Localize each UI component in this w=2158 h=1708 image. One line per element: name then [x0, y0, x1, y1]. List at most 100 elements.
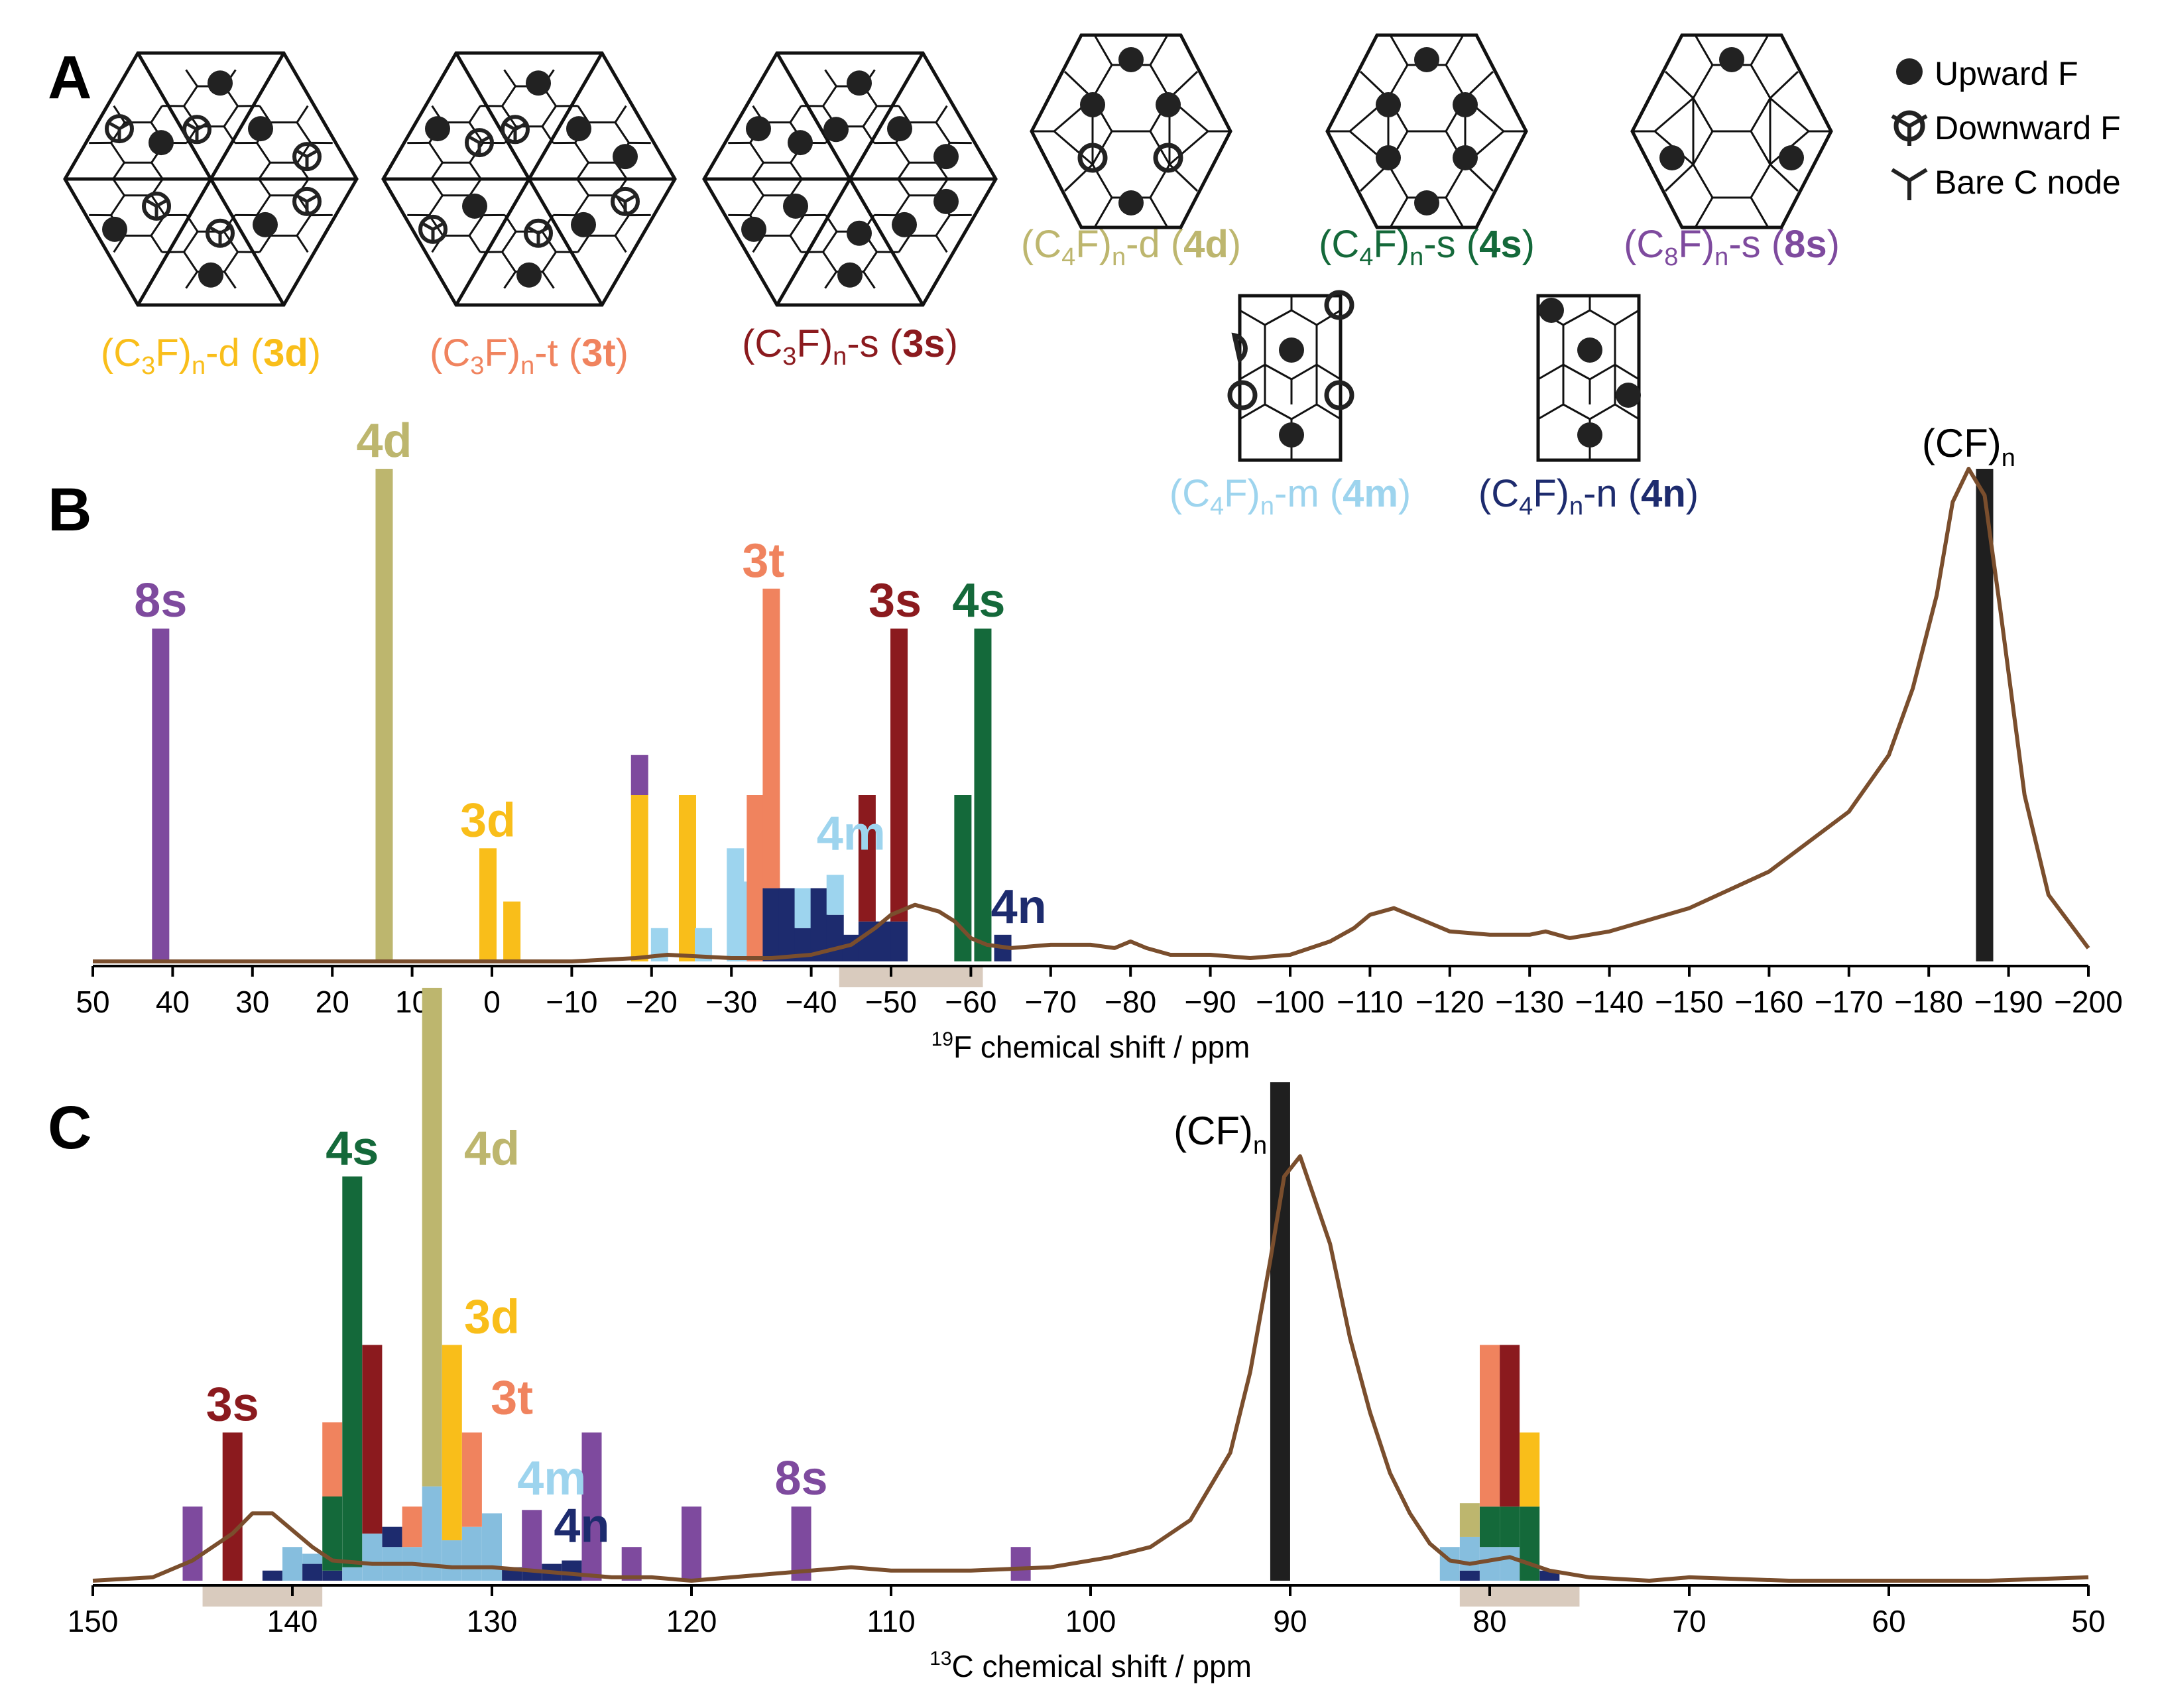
f-markers-3t [418, 70, 640, 288]
caption-3s-sub1: 3 [782, 343, 796, 371]
bar-4d-4n [1459, 1570, 1480, 1581]
bar-label-4n: 4n [554, 1499, 609, 1552]
bar-3t-4s [1480, 1506, 1500, 1548]
x-tick-label: −90 [1185, 985, 1236, 1019]
bar-3s-3s [890, 629, 908, 922]
bar-8s-4n [522, 1570, 542, 1581]
x-tick-label: 50 [2071, 1604, 2105, 1638]
x-tick-label: 120 [666, 1604, 717, 1638]
caption-3d-close: ) [308, 332, 321, 375]
x-tick-label: −170 [1815, 985, 1884, 1019]
x-tick-label: 20 [316, 985, 349, 1019]
caption-8s-sub2: n [1714, 243, 1728, 271]
bar-3d-4m_stack [442, 1540, 462, 1581]
caption-4d: (C4F)n-d (4d) [1021, 223, 1241, 271]
x-tick-label: −50 [865, 985, 917, 1019]
caption-8s-close: ) [1827, 223, 1840, 266]
bar-3d-3d [630, 795, 648, 961]
bar-3d-8s [630, 755, 648, 795]
caption-3d-bold: 3d [263, 332, 308, 375]
bar-4m-3t [402, 1506, 422, 1548]
bar-4d-4d [1459, 1503, 1480, 1537]
caption-4n-mid: F) [1533, 472, 1569, 515]
caption-3s-suffix: -s ( [847, 322, 902, 365]
bar-4n-4m_stack [302, 1554, 323, 1564]
caption-8s-bold: 8s [1784, 223, 1827, 266]
bar-4n-4n [262, 1570, 282, 1581]
bar-3t-3t [747, 795, 764, 961]
bar-label-4s: 4s [952, 574, 1005, 627]
bar-3s-4m_stack [362, 1533, 383, 1581]
bar-8s-8s [1010, 1547, 1031, 1581]
caption-4s-sub2: n [1409, 243, 1423, 271]
caption-3t-sub2: n [520, 352, 534, 380]
chart-b: 50 40 30 20 10 0 −10 −20 −30 −40 −50 −60 −70 −80 −90 −1… [76, 414, 2122, 1064]
x-tick-label: 0 [483, 985, 501, 1019]
caption-3d-sub1: 3 [141, 352, 155, 380]
caption-4s-close: ) [1522, 223, 1535, 266]
caption-4m-sub2: n [1260, 493, 1274, 520]
panel-c: C 150 140 130 120 110 100 90 80 70 60 50 13C chemic… [48, 987, 2106, 1683]
caption-3t: (C3F)n-t (3t) [430, 332, 629, 380]
bar-3t-4m_stack [461, 1526, 482, 1581]
f-markers-4s [1376, 47, 1478, 215]
bar-label-4m: 4m [817, 807, 886, 860]
caption-3t-suffix: -t ( [534, 332, 581, 375]
f-markers-8s [1659, 47, 1804, 170]
x-tick-label: −100 [1256, 985, 1325, 1019]
bar-4m-4m_stack [282, 1547, 302, 1581]
bar-3s-3s [222, 1432, 243, 1581]
chart-c: 150 140 130 120 110 100 90 80 70 60 50 13C chemical… [68, 987, 2106, 1683]
x-tick-label: −120 [1415, 985, 1484, 1019]
bar-3t-3t [1480, 1345, 1500, 1507]
bar-3d-3d [1520, 1432, 1540, 1507]
bar-4m-4m [826, 875, 844, 915]
x-tick-label: −60 [945, 985, 996, 1019]
structure-3d-lattice [65, 53, 357, 305]
bar-4s-4s [342, 1176, 363, 1567]
bar-3s-4n [890, 921, 908, 961]
bar-8s-8s [182, 1506, 203, 1581]
legend: Upward F Downward F Bare C node [1891, 55, 2121, 201]
caption-3t-pre: (C [430, 332, 470, 375]
caption-4d-sub1: 4 [1061, 243, 1075, 271]
bar-3s-3s [362, 1345, 383, 1534]
bar-4m-4m_stack [482, 1513, 502, 1581]
caption-8s-suffix: -s ( [1728, 223, 1784, 266]
bar-3d-3d [442, 1345, 462, 1541]
x-tick-label: −130 [1495, 985, 1564, 1019]
bar-8s-8s [581, 1432, 602, 1581]
x-tick-label: −80 [1105, 985, 1156, 1019]
bar-3t-3t [461, 1432, 482, 1527]
panel-a: A [48, 35, 2121, 520]
bar-label-4m: 4m [517, 1452, 586, 1505]
x-tick-label: 150 [68, 1604, 119, 1638]
structure-8s-lattice [1632, 35, 1831, 227]
caption-3t-bold: 3t [581, 332, 616, 375]
x-axis-label: 19F chemical shift / ppm [931, 1028, 1250, 1064]
structure-3s-lattice [704, 53, 996, 305]
spectrum-curve [93, 467, 2090, 963]
caption-3s-sub2: n [833, 343, 847, 371]
caption-3s-bold: 3s [902, 322, 945, 365]
cf-label: (CF)n [1922, 421, 2015, 472]
structure-4s-lattice [1327, 35, 1526, 227]
structure-4d-lattice [1032, 35, 1230, 227]
bar-label-8s: 8s [134, 574, 187, 627]
bar-3s-4m_stack [1500, 1547, 1520, 1581]
bar-4n-4n [302, 1563, 323, 1581]
caption-4d-mid: F) [1075, 223, 1112, 266]
caption-4m: (C4F)n-m (4m) [1169, 472, 1411, 520]
x-tick-label: 140 [267, 1604, 318, 1638]
bar-8s-8s [682, 1506, 701, 1581]
f-markers-3d [102, 70, 322, 288]
bar-label-4n: 4n [991, 881, 1047, 934]
caption-4n-suffix: -n ( [1583, 472, 1641, 515]
caption-4n-sub2: n [1569, 493, 1583, 520]
bar-label-3s: 3s [206, 1378, 259, 1431]
structure-4n-lattice [1538, 296, 1641, 460]
bar-4n-4n [778, 888, 796, 961]
caption-4d-bold: 4d [1183, 223, 1229, 266]
x-tick-label: 50 [76, 985, 109, 1019]
